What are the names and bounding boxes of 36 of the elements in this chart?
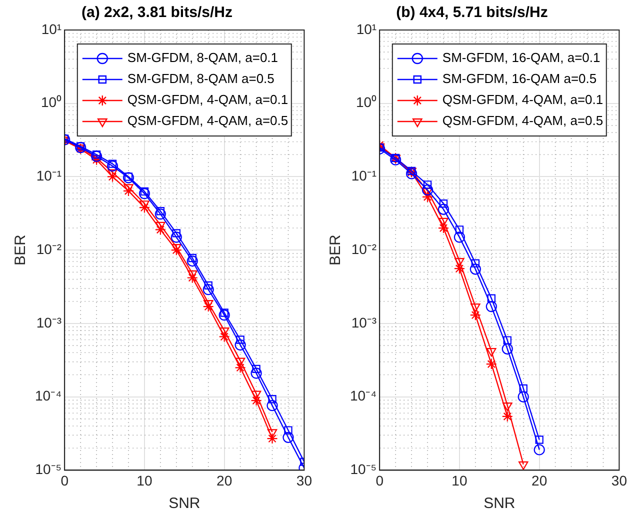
legend-label: QSM-GFDM, 4-QAM, a=0.1: [127, 92, 288, 108]
y-tick-label: 10⁻⁴: [350, 388, 377, 404]
x-tick-label: 10: [452, 472, 468, 488]
x-tick-label: 0: [376, 472, 384, 488]
x-tick-label: 0: [60, 472, 69, 488]
y-tick-label: 10⁻⁵: [350, 461, 377, 478]
y-tick-label: 10⁰: [41, 94, 62, 110]
y-tick-label: 10¹: [356, 20, 377, 37]
y-tick-label: 10⁰: [356, 94, 377, 110]
x-tick-label: 30: [611, 472, 628, 488]
legend-label: SM-GFDM, 8-QAM, a=0.1: [127, 50, 278, 66]
chart-title: (a) 2x2, 3.81 bits/s/Hz: [82, 4, 232, 22]
y-tick-label: 10⁻¹: [36, 168, 62, 184]
chart-title: (b) 4x4, 5.71 bits/s/Hz: [396, 4, 548, 22]
y-tick-label: 10⁻¹: [351, 168, 377, 184]
y-axis-title: BER: [12, 234, 30, 266]
legend-label: SM-GFDM, 16-QAM, a=0.1: [442, 50, 600, 66]
legend-label: QSM-GFDM, 4-QAM, a=0.5: [127, 113, 288, 128]
x-axis-title: SNR: [168, 495, 200, 512]
legend-label: SM-GFDM, 8-QAM a=0.5: [127, 71, 274, 86]
x-tick-label: 20: [532, 472, 548, 488]
x-tick-label: 20: [216, 472, 232, 488]
legend-label: QSM-GFDM, 4-QAM, a=0.1: [442, 92, 604, 108]
x-axis-title: SNR: [484, 495, 516, 512]
y-axis-title: BER: [327, 234, 344, 266]
y-tick-label: 10¹: [41, 20, 62, 37]
y-tick-label: 10⁻⁵: [35, 461, 62, 478]
y-tick-label: 10⁻³: [351, 314, 377, 330]
y-tick-label: 10⁻³: [36, 314, 62, 330]
legend-label: SM-GFDM, 16-QAM a=0.5: [442, 71, 597, 86]
legend-label: QSM-GFDM, 4-QAM, a=0.5: [442, 113, 604, 128]
y-tick-label: 10⁻²: [351, 240, 377, 257]
x-tick-label: 30: [296, 472, 312, 488]
y-tick-label: 10⁻²: [36, 240, 62, 257]
y-tick-label: 10⁻⁴: [34, 388, 62, 404]
x-tick-label: 10: [136, 472, 152, 488]
